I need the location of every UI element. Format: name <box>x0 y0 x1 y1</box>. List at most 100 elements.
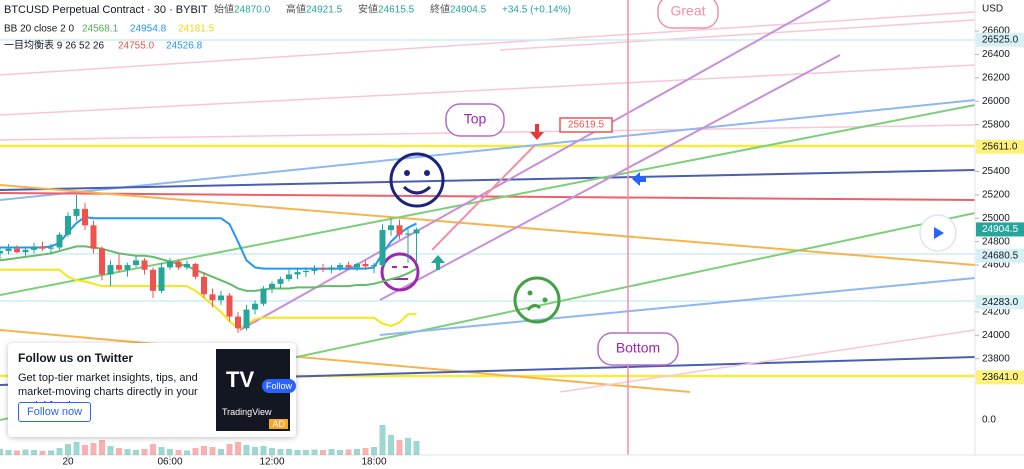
volume-bar <box>5 450 12 455</box>
candle-body <box>226 295 233 317</box>
volume-bar <box>133 450 139 455</box>
candle-body <box>320 268 326 270</box>
volume-bar <box>14 450 20 455</box>
candle-body <box>56 234 63 248</box>
header: BTCUSD Perpetual Contract · 30 · BYBIT 始値… <box>4 3 571 52</box>
candle-body <box>5 248 12 252</box>
follow-badge: Follow <box>262 379 297 393</box>
candle-body <box>269 283 275 289</box>
x-tick-label: 12:00 <box>259 457 284 468</box>
volume-bar <box>48 450 54 455</box>
ad-image[interactable]: TV Follow TradingView AD <box>216 349 297 431</box>
candle-body <box>277 279 284 284</box>
indicator-line <box>0 268 417 330</box>
ohlc-label: 始値 <box>214 3 234 16</box>
volume-bar <box>175 450 182 455</box>
y-tick-label: 24800 <box>982 236 1010 247</box>
indicator-value: 24181.5 <box>178 24 215 35</box>
volume-bar <box>294 450 301 455</box>
price-tag <box>976 32 1024 47</box>
follow-button[interactable]: Follow now <box>18 402 92 422</box>
ohlc-value: 24904.5 <box>450 5 487 16</box>
top-label: Top <box>464 111 487 127</box>
volume-bar <box>286 449 292 455</box>
price-tag-label: 25611.0 <box>982 141 1018 152</box>
y-tick-label: 25800 <box>982 119 1010 130</box>
price-tag-label: 24904.5 <box>982 224 1019 235</box>
candle-body <box>22 249 29 253</box>
change: +34.5 (+0.14%) <box>502 5 571 16</box>
candle-body <box>73 208 80 216</box>
y-tick-label: 24000 <box>982 330 1010 341</box>
volume-bar <box>184 450 190 455</box>
volume-bar <box>158 447 165 455</box>
candle-body <box>48 247 54 249</box>
indicator-value: 24526.8 <box>166 41 203 52</box>
x-tick-label: 06:00 <box>157 457 182 468</box>
ohlc-value: 24921.5 <box>306 5 343 16</box>
candle-body <box>0 251 3 254</box>
candle-body <box>218 295 224 301</box>
indicator-line <box>0 245 417 292</box>
volume-bar <box>31 450 37 455</box>
y-tick-label: 26600 <box>982 26 1010 37</box>
symbol: BTCUSD Perpetual Contract · 30 · BYBIT <box>4 4 208 16</box>
y-tick-label: 26200 <box>982 72 1010 83</box>
volume-bar <box>0 449 3 455</box>
candle-body <box>362 263 369 267</box>
candle-body <box>379 229 386 266</box>
drawings <box>0 0 1024 456</box>
candle-body <box>209 294 216 301</box>
ad-tag: AD <box>269 419 288 429</box>
ohlc-label: 終値 <box>430 3 450 16</box>
candle-body <box>405 233 411 235</box>
ohlc-label: 高値 <box>286 3 306 16</box>
volume-bar <box>388 435 394 455</box>
candle-body <box>303 270 309 273</box>
lower-tick-label: 0.0 <box>982 415 996 426</box>
volume-bar <box>209 447 216 455</box>
candle-body <box>124 265 131 270</box>
candle-body <box>243 309 250 329</box>
volume-bar <box>396 440 403 455</box>
candle-body <box>192 263 199 277</box>
x-tick-label: 20 <box>62 457 74 468</box>
candle-body <box>294 272 301 275</box>
candle-body <box>413 229 420 234</box>
volume-bar <box>107 446 114 455</box>
candle-body <box>31 246 37 250</box>
y-tick-label: 26000 <box>982 96 1010 107</box>
candle-body <box>328 267 335 270</box>
indicator-name: BB 20 close 2 0 <box>4 24 74 35</box>
volume-bar <box>303 450 309 455</box>
currency: USD <box>982 4 1003 15</box>
candle-body <box>141 260 148 270</box>
candle-body <box>235 316 241 329</box>
price-tag-label: 26525.0 <box>982 34 1019 45</box>
volume-bar <box>328 449 335 455</box>
candle-body <box>337 265 343 268</box>
volume-bar <box>371 447 377 455</box>
volume-bar <box>379 425 386 455</box>
candle-body <box>14 248 20 253</box>
x-tick-label: 18:00 <box>361 457 386 468</box>
volume-bar <box>116 448 122 455</box>
price-tag <box>976 139 1024 154</box>
price-tag <box>976 222 1024 237</box>
volume-bar <box>413 441 420 455</box>
ohlc-label: 安値 <box>358 3 378 16</box>
volume-bar <box>201 446 207 455</box>
bottom-label: Bottom <box>616 340 660 356</box>
y-tick-label: 24600 <box>982 260 1010 271</box>
volume-bar <box>235 442 241 455</box>
volume-bar <box>226 444 233 455</box>
volume-bar <box>405 438 411 455</box>
y-tick-label: 23800 <box>982 353 1010 364</box>
volume-bar <box>311 449 318 455</box>
volume-bar <box>277 449 284 455</box>
candle-body <box>65 215 71 235</box>
volume-bar <box>73 442 80 455</box>
y-tick-label: 25400 <box>982 166 1010 177</box>
ohlc-value: 24870.0 <box>234 5 271 16</box>
